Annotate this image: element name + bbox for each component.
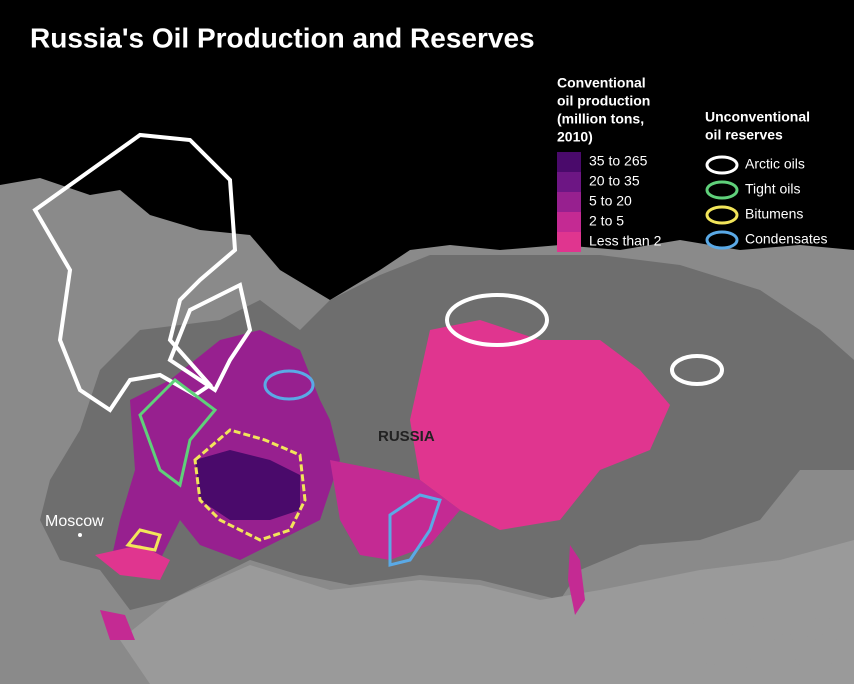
arctic-oils-outline — [670, 354, 724, 386]
city-label: Moscow — [45, 513, 104, 530]
legend-title: (million tons, — [557, 111, 644, 127]
region-top — [195, 450, 300, 520]
region-sakhalin — [568, 545, 585, 615]
arctic-oils-outline — [445, 293, 549, 347]
legend-swatch — [557, 172, 581, 192]
legend-label: Tight oils — [745, 181, 801, 197]
legend-label: 5 to 20 — [589, 193, 632, 209]
legend-label: Less than 2 — [589, 233, 662, 249]
legend-label: Bitumens — [745, 206, 803, 222]
legend-swatch — [557, 212, 581, 232]
legend-outline — [705, 155, 739, 175]
legend-swatch — [557, 152, 581, 172]
legend-label: 20 to 35 — [589, 173, 640, 189]
legend-title: Conventional — [557, 75, 646, 91]
legend-title: 2010) — [557, 129, 593, 145]
region-volga — [95, 545, 170, 580]
legend-swatch — [557, 192, 581, 212]
legend-label: 2 to 5 — [589, 213, 624, 229]
legend-outline — [705, 180, 739, 200]
source: Source: Carnegie Endowment — [665, 612, 839, 627]
legend-outline — [705, 205, 739, 225]
country-label: RUSSIA — [378, 428, 435, 445]
legend-title: Unconventional — [705, 109, 810, 125]
legend-label: Arctic oils — [745, 156, 805, 172]
condensates-outline — [388, 493, 442, 567]
arctic-oils-outline — [167, 282, 253, 393]
moscow-dot — [78, 533, 82, 537]
source: for International Peace — [707, 628, 838, 643]
bitumens-outline — [193, 428, 307, 542]
legend-title: oil reserves — [705, 127, 783, 143]
copyright: Copyright Stratfor 2020 — [704, 653, 838, 668]
bitumens-outline — [125, 528, 162, 552]
legend-outline — [705, 230, 739, 250]
condensates-outline — [263, 369, 315, 401]
legend-label: 35 to 265 — [589, 153, 648, 169]
title: Russia's Oil Production and Reserves — [30, 22, 535, 53]
tight-oils-outline — [138, 378, 218, 488]
legends: Conventional oil production (million tons,… — [557, 75, 828, 252]
legend-title: oil production — [557, 93, 650, 109]
region-caucasus — [100, 610, 135, 640]
southern-neighbors — [120, 540, 854, 684]
region-east-pink — [410, 320, 670, 530]
legend-label: Condensates — [745, 231, 828, 247]
legend-swatch — [557, 232, 581, 252]
